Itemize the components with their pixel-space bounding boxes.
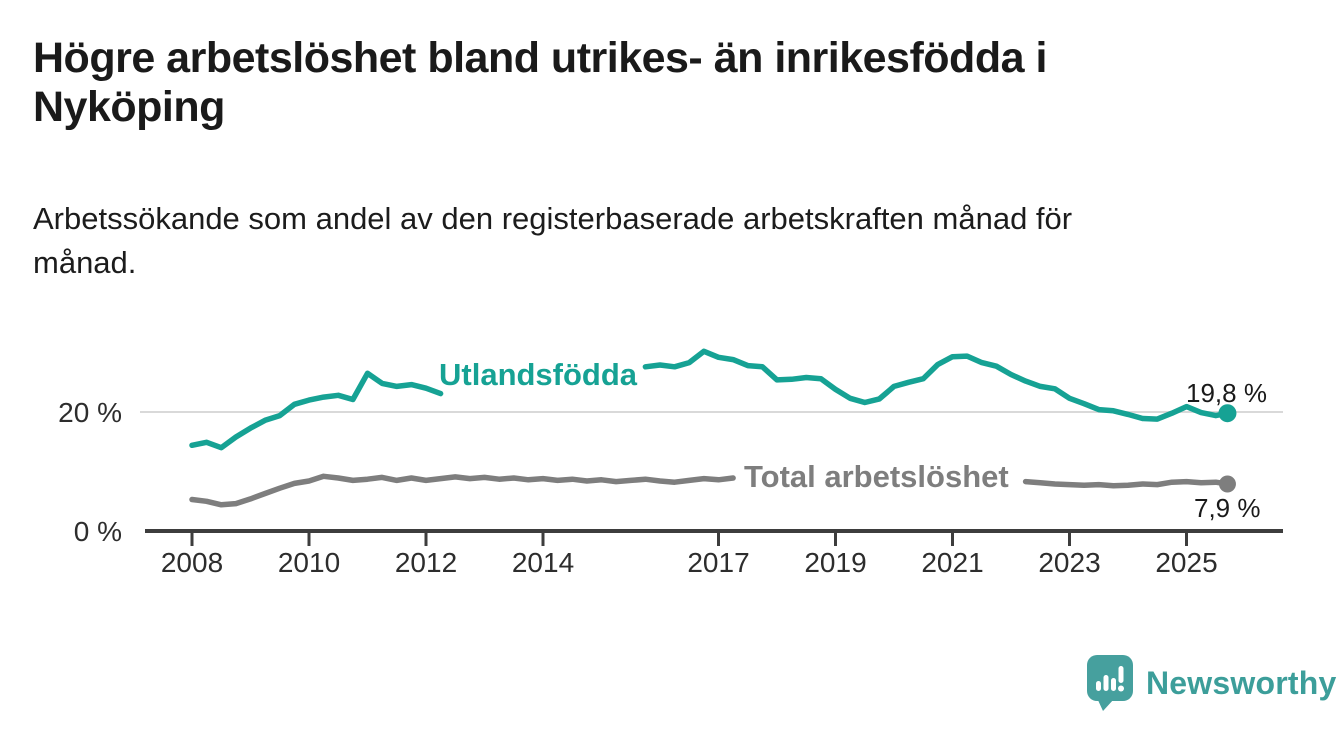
series-end-dot-0 — [1218, 404, 1237, 423]
x-axis: 2008 2010 2012 2014 2017 2019 2021 2023 2025 — [0, 549, 1340, 579]
series-line-0-segment-0 — [189, 370, 444, 451]
series-line-1-segment-1 — [1022, 478, 1231, 489]
x-axis-tick-label-2014: 2014 — [511, 547, 575, 578]
x-axis-tick-label-2019: 2019 — [804, 547, 867, 578]
end-value-label-utlandsfodda: 19,8 % — [1186, 378, 1267, 408]
series-label-total-arbetsloshet: Total arbetslöshet — [744, 459, 1009, 494]
page-title-line2: Nyköping — [33, 83, 225, 131]
page-title-line1: Högre arbetslöshet bland utrikes- än inr… — [33, 34, 1047, 82]
chart-subtitle: Arbetssökande som andel av den registerb… — [33, 197, 1293, 285]
end-value-label-total-arbetsloshet: 7,9 % — [1194, 493, 1261, 523]
x-axis-tick-label-2021: 2021 — [921, 547, 984, 578]
newsworthy-wordmark: Newsworthy — [1146, 664, 1337, 701]
newsworthy-branding: Newsworthy — [1086, 654, 1336, 712]
y-axis-label-0: 0 % — [73, 516, 122, 547]
x-axis-tick-label-2025: 2025 — [1155, 547, 1218, 578]
newsworthy-logo-icon — [1087, 655, 1133, 711]
x-axis-tick-label-2023: 2023 — [1038, 547, 1101, 578]
series-line-1-segment-0 — [189, 473, 736, 508]
x-axis-tick-label-2017: 2017 — [687, 547, 750, 578]
x-axis-tick-label-2010: 2010 — [277, 547, 341, 578]
chart-subtitle-line1: Arbetssökande som andel av den registerb… — [33, 201, 1073, 236]
page-title: Högre arbetslöshet bland utrikes- än inr… — [33, 34, 1293, 132]
series-line-0-segment-1 — [642, 348, 1231, 422]
x-axis-tick-label-2008: 2008 — [160, 547, 224, 578]
y-axis-label-20: 20 % — [58, 397, 122, 428]
series-end-dot-1 — [1218, 475, 1236, 493]
x-axis-tick-label-2012: 2012 — [394, 547, 458, 578]
chart-subtitle-line2: månad. — [33, 245, 137, 280]
series-label-utlandsfodda: Utlandsfödda — [439, 357, 638, 392]
